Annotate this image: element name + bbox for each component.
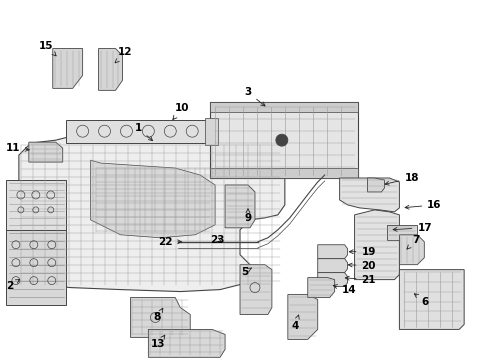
Polygon shape (210, 102, 358, 178)
Polygon shape (91, 160, 215, 238)
Polygon shape (29, 142, 63, 162)
Polygon shape (6, 230, 66, 305)
Polygon shape (399, 235, 424, 265)
Polygon shape (225, 185, 255, 228)
Polygon shape (66, 120, 215, 143)
Text: 15: 15 (39, 41, 56, 56)
Text: 14: 14 (333, 284, 356, 294)
Polygon shape (318, 259, 347, 273)
Text: 23: 23 (210, 235, 224, 245)
Text: 2: 2 (6, 279, 20, 291)
Text: 13: 13 (151, 335, 166, 349)
Polygon shape (368, 178, 385, 192)
Polygon shape (148, 329, 225, 357)
Text: 19: 19 (349, 247, 376, 257)
Circle shape (276, 134, 288, 146)
Text: 3: 3 (245, 87, 265, 106)
Polygon shape (210, 168, 358, 178)
Polygon shape (399, 270, 464, 329)
Polygon shape (210, 102, 358, 112)
Polygon shape (240, 265, 272, 315)
Polygon shape (355, 210, 399, 280)
Text: 6: 6 (415, 294, 429, 306)
Text: 18: 18 (385, 173, 419, 185)
Text: 10: 10 (173, 103, 190, 120)
Text: 12: 12 (115, 48, 133, 63)
Polygon shape (53, 49, 83, 88)
Text: 17: 17 (393, 223, 432, 233)
Text: 5: 5 (242, 267, 251, 276)
Polygon shape (318, 245, 347, 259)
Polygon shape (98, 49, 122, 90)
Text: 16: 16 (405, 200, 442, 210)
Text: 8: 8 (154, 308, 163, 323)
Text: 22: 22 (158, 237, 181, 247)
Text: 9: 9 (245, 209, 251, 223)
Text: 20: 20 (348, 261, 376, 271)
Text: 1: 1 (135, 123, 152, 141)
Polygon shape (318, 273, 347, 287)
Polygon shape (288, 294, 318, 339)
Polygon shape (308, 278, 335, 298)
Polygon shape (340, 178, 399, 212)
Text: 11: 11 (6, 143, 29, 153)
Text: 21: 21 (345, 275, 376, 285)
Polygon shape (6, 180, 66, 230)
Text: 4: 4 (291, 315, 299, 332)
Polygon shape (19, 133, 285, 292)
Polygon shape (130, 298, 190, 337)
Text: 7: 7 (407, 235, 420, 249)
Polygon shape (388, 225, 417, 240)
Polygon shape (205, 118, 218, 145)
